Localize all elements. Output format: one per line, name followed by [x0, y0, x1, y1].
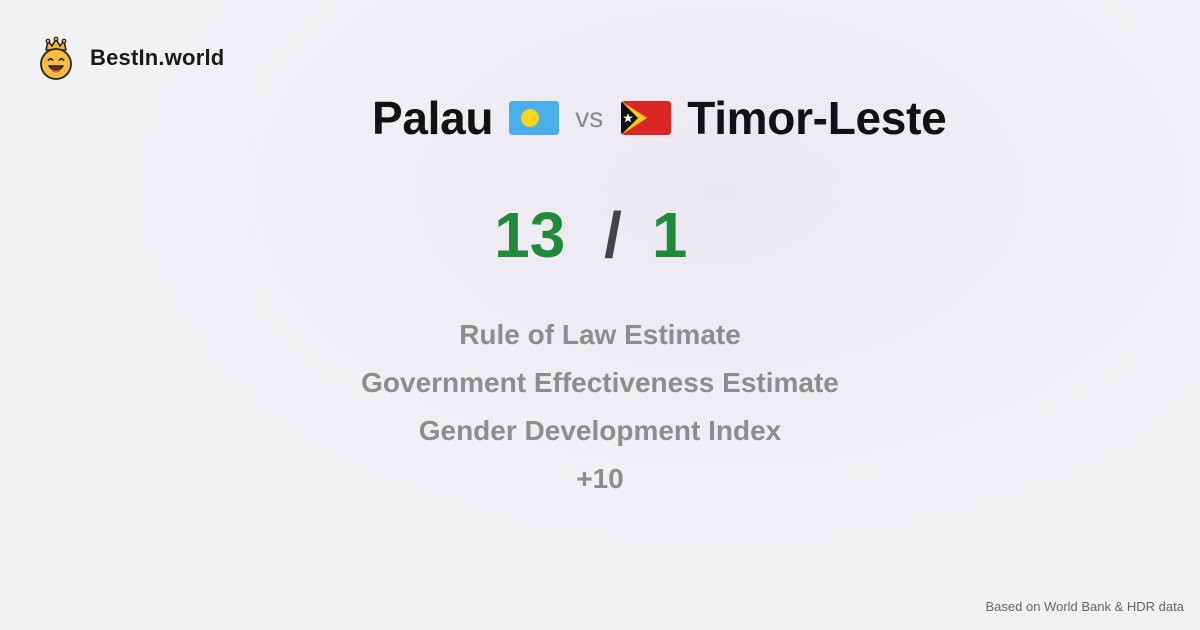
left-score: 13: [494, 199, 566, 271]
brand-name: BestIn.world: [90, 45, 225, 70]
versus-label: vs: [575, 102, 604, 133]
score-summary: 13 / 1: [0, 198, 1200, 272]
comparison-title: Palau vs Timor-Leste: [372, 88, 947, 148]
data-source-note: Based on World Bank & HDR data: [985, 599, 1184, 614]
more-metrics-count: +10: [576, 463, 624, 494]
timor-leste-flag-icon: [621, 101, 672, 135]
metric-item: Rule of Law Estimate: [459, 319, 741, 350]
metric-item: Gender Development Index: [418, 415, 782, 446]
metric-item: Government Effectiveness Estimate: [361, 367, 839, 398]
left-country-name: Palau: [372, 92, 494, 144]
right-country-name: Timor-Leste: [687, 92, 947, 144]
palau-flag-icon: [509, 101, 560, 135]
crowned-smiley-icon: [40, 36, 72, 80]
metric-list: Rule of Law Estimate Government Effectiv…: [0, 314, 1200, 500]
score-separator: /: [604, 199, 622, 271]
right-score: 1: [651, 199, 688, 271]
brand[interactable]: BestIn.world: [38, 36, 224, 80]
